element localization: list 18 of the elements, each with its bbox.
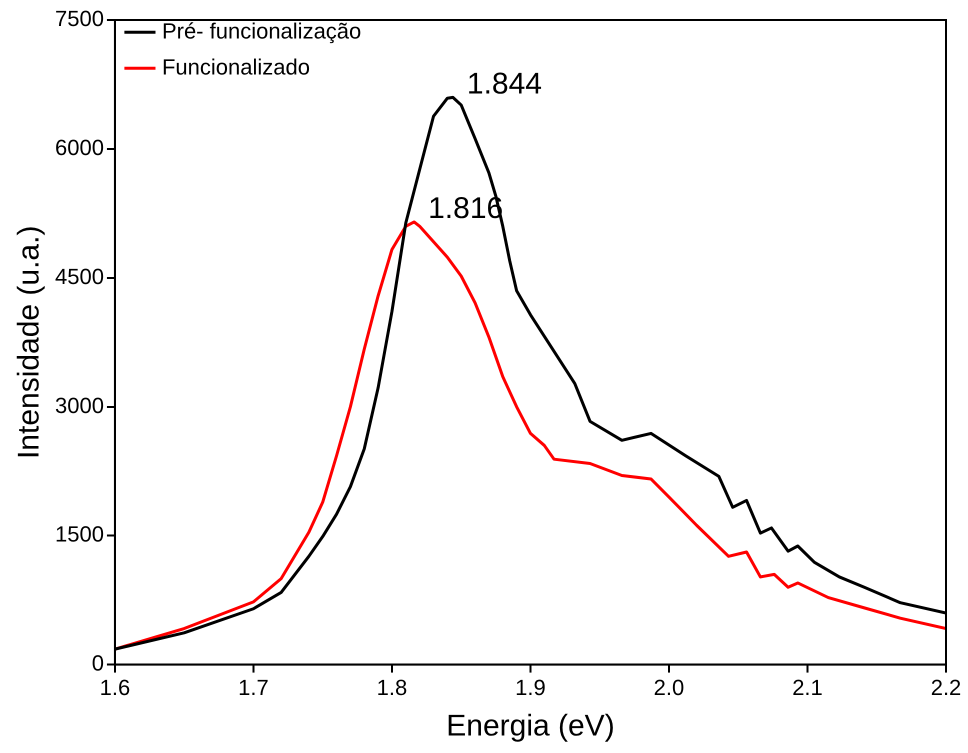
legend-label: Funcionalizado — [162, 54, 310, 80]
x-tick-label: 1.8 — [376, 674, 408, 700]
y-axis-title: Intensidade (u.a.) — [12, 226, 46, 460]
x-tick-label: 1.9 — [515, 674, 546, 700]
x-tick-label: 1.6 — [100, 674, 130, 700]
y-tick-label: 6000 — [54, 134, 104, 160]
y-tick-label: 0 — [92, 650, 104, 676]
x-tick-label: 1.7 — [238, 674, 269, 700]
y-tick-label: 7500 — [54, 6, 104, 32]
y-tick-label: 1500 — [54, 522, 104, 547]
x-tick-label: 2.2 — [930, 674, 962, 700]
y-tick-label: 4500 — [54, 264, 104, 289]
x-tick-label: 2.1 — [792, 674, 823, 700]
x-axis-title: Energia (eV) — [446, 709, 615, 742]
x-tick-label: 2.0 — [654, 674, 684, 700]
y-tick-label: 3000 — [54, 392, 104, 418]
annotation: 1.844 — [466, 68, 542, 101]
legend-label: Pré- funcionalização — [162, 18, 362, 44]
